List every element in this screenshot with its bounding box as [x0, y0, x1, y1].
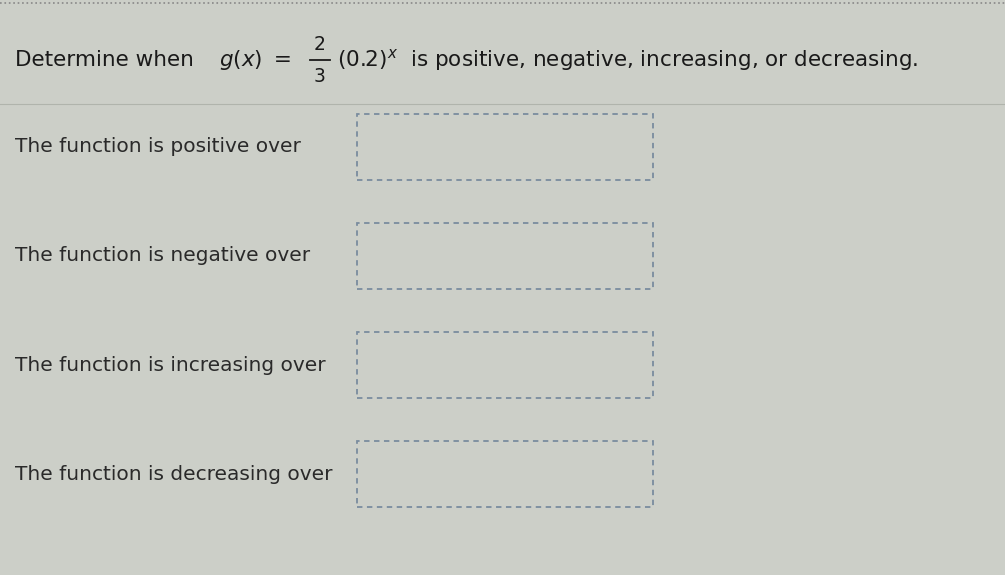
Bar: [357, 332, 653, 398]
Text: $g(x)$: $g(x)$: [219, 48, 262, 72]
Text: The function is decreasing over: The function is decreasing over: [15, 465, 333, 484]
Text: The function is negative over: The function is negative over: [15, 246, 311, 266]
Text: Determine when: Determine when: [15, 51, 208, 70]
Text: =: =: [267, 51, 299, 70]
Text: The function is positive over: The function is positive over: [15, 137, 300, 156]
Bar: [357, 223, 653, 289]
Bar: [357, 114, 653, 179]
Text: The function is increasing over: The function is increasing over: [15, 355, 326, 375]
Text: 3: 3: [314, 67, 325, 86]
Bar: [357, 442, 653, 507]
Text: 2: 2: [314, 34, 325, 54]
Text: $(0.2)^x$  is positive, negative, increasing, or decreasing.: $(0.2)^x$ is positive, negative, increas…: [337, 47, 919, 74]
